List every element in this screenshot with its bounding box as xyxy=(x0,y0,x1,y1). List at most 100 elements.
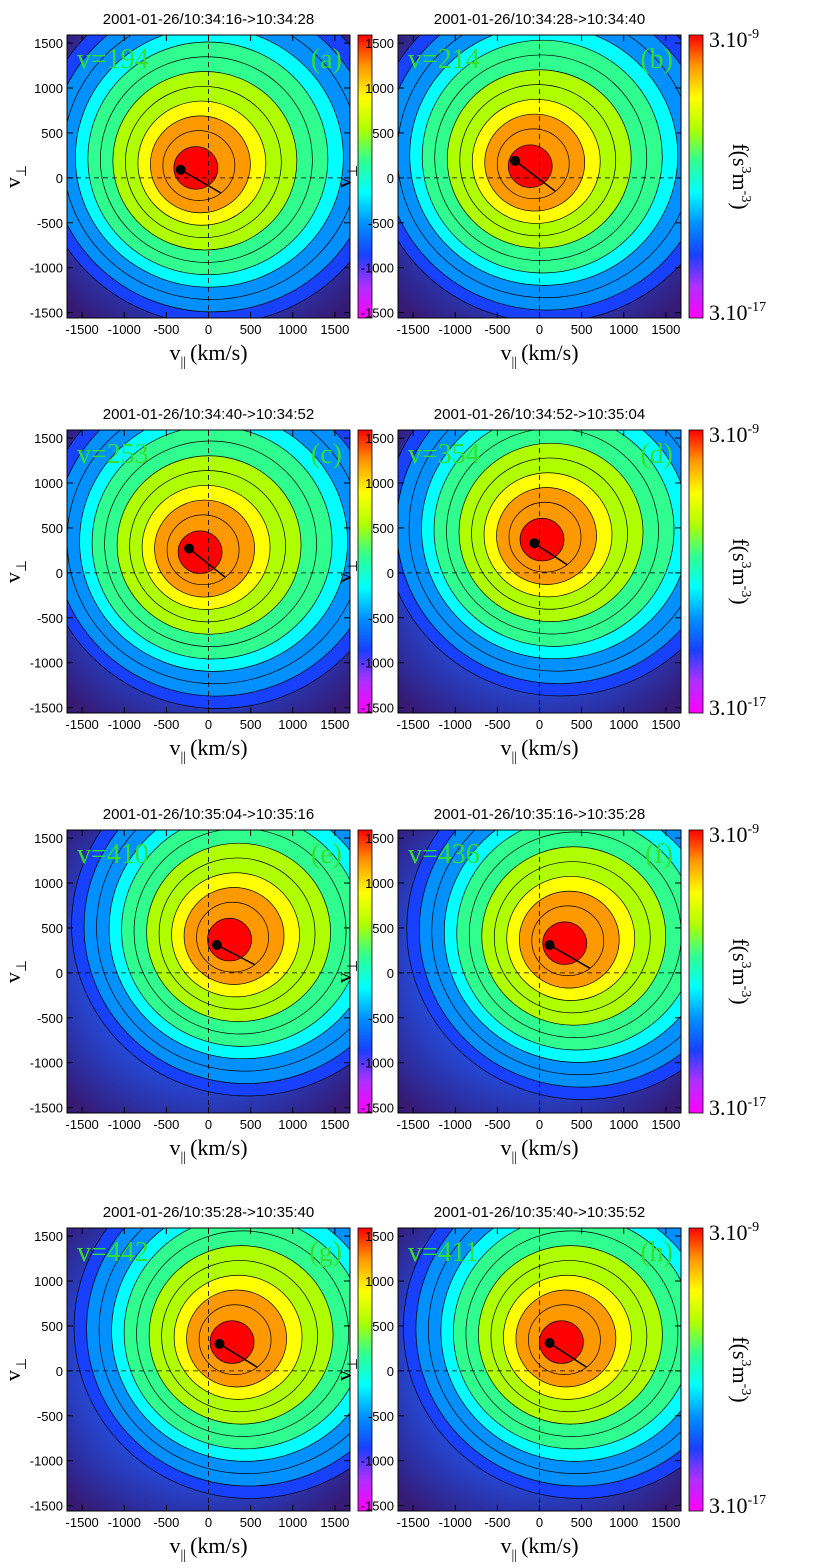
x-tick-label: -1500 xyxy=(397,1117,430,1132)
y-label-subscript: ⊥ xyxy=(346,960,361,972)
y-tick-label: 500 xyxy=(372,1319,394,1334)
x-label-symbol: v xyxy=(169,735,180,760)
y-tick-label: 1500 xyxy=(365,831,394,846)
y-tick-label: 0 xyxy=(56,566,63,581)
x-label: v|| (km/s) xyxy=(500,735,578,765)
dot xyxy=(184,543,195,554)
x-label-unit: (km/s) xyxy=(521,735,578,760)
x-tick-label: -1000 xyxy=(108,1515,141,1530)
x-tick-label: 1500 xyxy=(320,1515,349,1530)
peak-contour xyxy=(519,517,565,562)
y-tick-label: -1500 xyxy=(30,701,63,716)
x-tick-label: -500 xyxy=(484,717,510,732)
panel-label: (f) xyxy=(645,839,673,870)
colorbar xyxy=(688,1227,704,1512)
y-tick-label: 0 xyxy=(387,566,394,581)
dot xyxy=(214,1338,225,1349)
y-tick-label: -1500 xyxy=(361,1499,394,1514)
colorbar-max-label: 3.10-9 xyxy=(709,822,759,847)
peak-contour xyxy=(173,146,219,190)
x-tick-label: 1000 xyxy=(609,1515,638,1530)
colorbar-title-part: -3 xyxy=(738,1384,753,1396)
colorbar-label-base: 3.10 xyxy=(709,822,748,847)
y-tick-label: 500 xyxy=(41,521,63,536)
x-label-unit: (km/s) xyxy=(190,1135,247,1160)
x-tick-label: 1000 xyxy=(609,717,638,732)
dot xyxy=(175,164,186,175)
y-label-symbol: v xyxy=(331,972,356,983)
x-label: v|| (km/s) xyxy=(500,1533,578,1563)
dot xyxy=(544,939,555,950)
y-label-subscript: ⊥ xyxy=(15,1358,30,1370)
colorbar-label-exponent: -9 xyxy=(748,1220,760,1235)
panel: -1500 -1000 -500 0 500 1000 1500 -1500 -1000 -500… xyxy=(331,11,766,370)
colorbar-title-part: ) xyxy=(728,1395,753,1402)
colorbar xyxy=(357,829,373,1114)
colorbar-label-base: 3.10 xyxy=(709,1095,748,1120)
x-label-subscript: || xyxy=(180,1150,186,1165)
x-tick-label: 0 xyxy=(536,322,543,337)
panel: -1500 -1000 -500 0 500 1000 1500 -1500 -1000 -500… xyxy=(331,1204,766,1563)
y-label: v⊥ xyxy=(0,560,30,583)
colorbar-max-label: 3.10-9 xyxy=(709,1220,759,1245)
colorbar xyxy=(357,429,373,714)
annotation: v=354 xyxy=(408,439,480,470)
x-tick-label: -1500 xyxy=(66,1515,99,1530)
y-tick-label: -1000 xyxy=(30,261,63,276)
x-label-unit: (km/s) xyxy=(521,340,578,365)
colorbar-title-part: -3 xyxy=(738,191,753,203)
panel-label: (e) xyxy=(311,839,342,870)
x-tick-label: -1000 xyxy=(439,717,472,732)
x-label-symbol: v xyxy=(169,1533,180,1558)
x-label-unit: (km/s) xyxy=(190,340,247,365)
colorbar-min-label: 3.10-17 xyxy=(709,1095,766,1120)
panel: -1500 -1000 -500 0 500 1000 1500 -1500 -1000 -500… xyxy=(331,806,766,1165)
x-label-subscript: || xyxy=(511,355,517,370)
x-tick-label: -500 xyxy=(484,1117,510,1132)
colorbar-title-part: 3 xyxy=(738,562,753,569)
x-tick-label: 0 xyxy=(536,1515,543,1530)
colorbar-title-part: ) xyxy=(728,997,753,1004)
x-label-subscript: || xyxy=(180,1548,186,1563)
y-tick-label: 1000 xyxy=(34,1274,63,1289)
x-tick-label: -1500 xyxy=(397,322,430,337)
dot xyxy=(510,155,521,166)
y-tick-label: 1500 xyxy=(34,431,63,446)
y-tick-label: 0 xyxy=(56,171,63,186)
x-tick-label: -1000 xyxy=(439,322,472,337)
y-tick-label: 0 xyxy=(387,966,394,981)
x-tick-label: 0 xyxy=(536,717,543,732)
panel-title: 2001-01-26/10:34:28->10:34:40 xyxy=(434,11,645,28)
colorbar xyxy=(688,829,704,1114)
x-label: v|| (km/s) xyxy=(169,735,247,765)
colorbar xyxy=(688,429,704,714)
dot xyxy=(211,939,222,950)
colorbar-label-base: 3.10 xyxy=(709,1493,748,1518)
y-tick-label: -500 xyxy=(368,1011,394,1026)
y-tick-label: 500 xyxy=(372,126,394,141)
colorbar-label-exponent: -17 xyxy=(748,1095,767,1110)
x-tick-label: 1500 xyxy=(651,717,680,732)
y-tick-label: 500 xyxy=(41,921,63,936)
y-tick-label: -500 xyxy=(368,1409,394,1424)
y-tick-label: -1500 xyxy=(30,1499,63,1514)
annotation: v=442 xyxy=(77,1237,149,1268)
x-tick-label: 500 xyxy=(240,717,262,732)
peak-contour xyxy=(209,1320,255,1364)
x-tick-label: 1000 xyxy=(278,1515,307,1530)
panel-title: 2001-01-26/10:35:28->10:35:40 xyxy=(103,1204,314,1221)
annotation: v=410 xyxy=(77,839,149,870)
x-tick-label: 1500 xyxy=(320,1117,349,1132)
annotation: v=194 xyxy=(77,44,149,75)
y-tick-label: 500 xyxy=(41,1319,63,1334)
colorbar-title-part: m xyxy=(728,174,753,191)
dot xyxy=(529,538,540,549)
x-tick-label: -500 xyxy=(153,322,179,337)
x-tick-label: 1500 xyxy=(320,717,349,732)
x-tick-label: 500 xyxy=(571,322,593,337)
peak-contour xyxy=(507,144,553,188)
peak-contour xyxy=(207,917,252,962)
panel: -1500 -1000 -500 0 500 1000 1500 -1500 -1000 -500… xyxy=(0,11,373,370)
x-label-symbol: v xyxy=(500,1533,511,1558)
